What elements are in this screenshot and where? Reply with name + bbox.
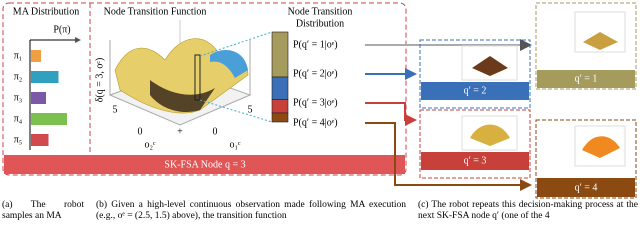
axis-label: δ(q = 3, oᶜ) bbox=[94, 58, 105, 103]
svg-text:+: + bbox=[177, 126, 183, 137]
ma-bar bbox=[31, 113, 67, 125]
tick-label: 5 bbox=[113, 104, 118, 115]
node-box bbox=[535, 2, 637, 90]
ma-bar bbox=[31, 50, 41, 62]
tick-label: 0 bbox=[138, 126, 143, 137]
transition-segment bbox=[271, 76, 289, 100]
policy-label: π₁ bbox=[14, 50, 23, 61]
caption: (b) Given a high-level continuous observ… bbox=[96, 200, 406, 221]
axis-label: o₁ᶜ bbox=[229, 139, 240, 150]
transition-label: P(q′ = 1|oᵉ) bbox=[293, 39, 338, 50]
transition-segment bbox=[271, 99, 289, 114]
axis-label: P(π) bbox=[53, 24, 70, 35]
node-label: SK-FSA Node q = 3 bbox=[164, 159, 245, 170]
policy-label: π₂ bbox=[14, 71, 23, 82]
node-frame bbox=[2, 2, 407, 176]
tick-label: 0 bbox=[213, 126, 218, 137]
node-label: q′ = 4 bbox=[575, 182, 598, 193]
ma-bar bbox=[31, 71, 59, 83]
node-box bbox=[419, 39, 531, 109]
node-box bbox=[535, 119, 637, 199]
panel-title: Distribution bbox=[296, 18, 344, 29]
policy-label: π₅ bbox=[14, 134, 23, 145]
tick-label: 5 bbox=[248, 104, 253, 115]
transition-label: P(q′ = 4|oᵉ) bbox=[293, 117, 338, 128]
node-box bbox=[419, 109, 531, 179]
policy-label: π₃ bbox=[14, 92, 23, 103]
transition-label: P(q′ = 3|oᵉ) bbox=[293, 97, 338, 108]
transition-segment bbox=[271, 31, 289, 78]
panel-title: Node Transition bbox=[288, 6, 353, 17]
caption: (a) The robot samples an MA bbox=[2, 200, 84, 221]
figure-art: SK-FSA Node q = 3 MA Distribution P(π) π… bbox=[2, 2, 637, 199]
zoom-line bbox=[199, 31, 273, 123]
arrow bbox=[365, 122, 532, 191]
node-band bbox=[4, 155, 405, 174]
caption: (c) The robot repeats this decision-maki… bbox=[418, 200, 638, 221]
node-label: q′ = 2 bbox=[464, 85, 487, 96]
arrow bbox=[365, 102, 417, 126]
node-label: q′ = 3 bbox=[464, 155, 487, 166]
surface-plot: + bbox=[108, 20, 252, 137]
policy-label: π₄ bbox=[14, 113, 23, 124]
panel-title: Node Transition Function bbox=[104, 6, 207, 17]
axis-label: o₂ᶜ bbox=[144, 139, 155, 150]
ma-bar bbox=[31, 134, 49, 146]
ma-bar bbox=[31, 92, 46, 104]
transition-segment bbox=[271, 112, 289, 123]
node-label: q′ = 1 bbox=[575, 73, 598, 84]
transition-label: P(q′ = 2|oᵉ) bbox=[293, 68, 338, 79]
panel-title: MA Distribution bbox=[13, 6, 79, 17]
figure: SK-FSA Node q = 3 MA Distribution P(π) π… bbox=[2, 2, 638, 221]
